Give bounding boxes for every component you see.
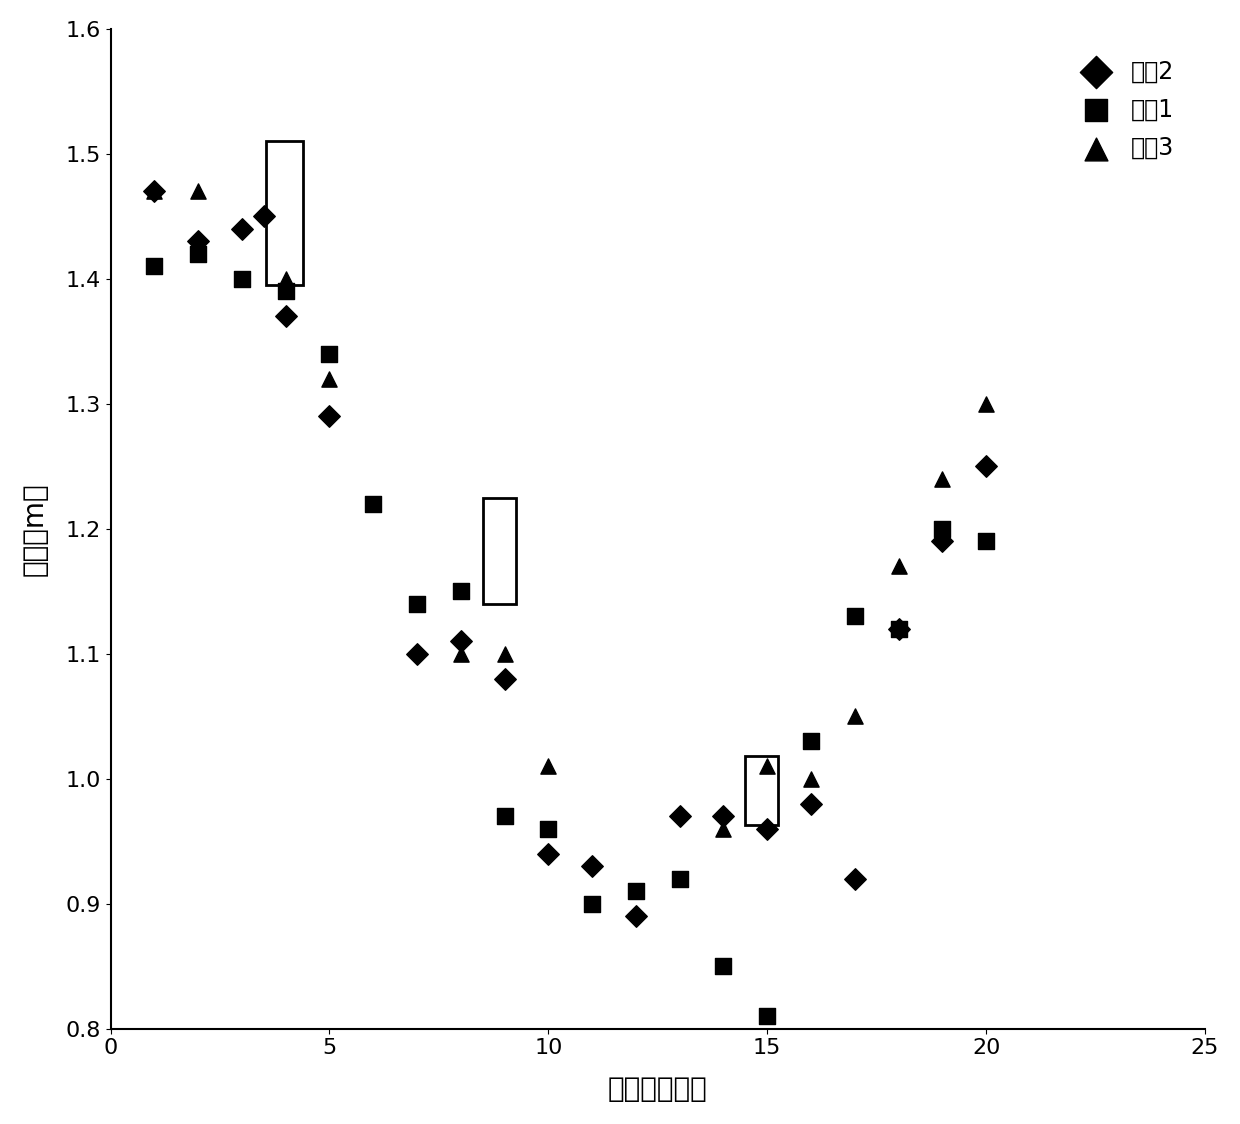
剖面1 [188,245,208,263]
剖面2 [538,845,558,863]
剖面3 [932,470,952,488]
剖面1 [713,958,733,976]
剖面2 [626,907,646,925]
剖面3 [144,182,164,200]
剖面3 [320,370,340,388]
剖面3 [713,819,733,837]
剖面1 [626,882,646,900]
剖面3 [801,770,821,788]
剖面2 [583,858,603,876]
剖面1 [976,533,996,551]
X-axis label: 退缩痕迹编号: 退缩痕迹编号 [608,1076,708,1103]
剖面1 [275,282,295,300]
剖面3 [844,707,864,725]
剖面3 [889,558,909,575]
剖面1 [232,270,252,288]
剖面2 [451,633,471,651]
剖面2 [144,182,164,200]
剖面3 [976,395,996,413]
剖面2 [275,307,295,325]
剖面3 [758,758,777,776]
剖面1 [758,1007,777,1025]
剖面3 [188,182,208,200]
剖面2 [758,819,777,837]
剖面1 [670,870,689,888]
剖面2 [320,407,340,425]
剖面1 [801,733,821,751]
剖面1 [144,257,164,275]
剖面2 [932,533,952,551]
Legend: 剖面2, 剖面1, 剖面3: 剖面2, 剖面1, 剖面3 [1053,40,1193,179]
剖面3 [407,595,427,613]
Bar [267,142,304,285]
剖面2 [254,207,274,225]
剖面2 [495,670,515,688]
剖面3 [451,645,471,663]
剖面2 [976,457,996,475]
剖面2 [889,619,909,637]
剖面1 [451,582,471,600]
剖面2 [407,645,427,663]
剖面3 [538,758,558,776]
Bar [482,498,516,604]
剖面1 [844,607,864,625]
剖面1 [495,807,515,825]
剖面1 [932,519,952,537]
剖面1 [320,345,340,363]
剖面3 [275,270,295,288]
剖面2 [801,795,821,813]
Y-axis label: 高差（m）: 高差（m） [21,482,48,575]
剖面2 [713,807,733,825]
剖面1 [583,895,603,913]
剖面2 [232,220,252,238]
剖面2 [844,870,864,888]
剖面3 [232,270,252,288]
剖面3 [495,645,515,663]
剖面1 [407,595,427,613]
剖面2 [670,807,689,825]
剖面1 [538,819,558,837]
剖面1 [889,619,909,637]
Bar [745,756,779,825]
剖面2 [188,233,208,251]
剖面1 [363,495,383,513]
